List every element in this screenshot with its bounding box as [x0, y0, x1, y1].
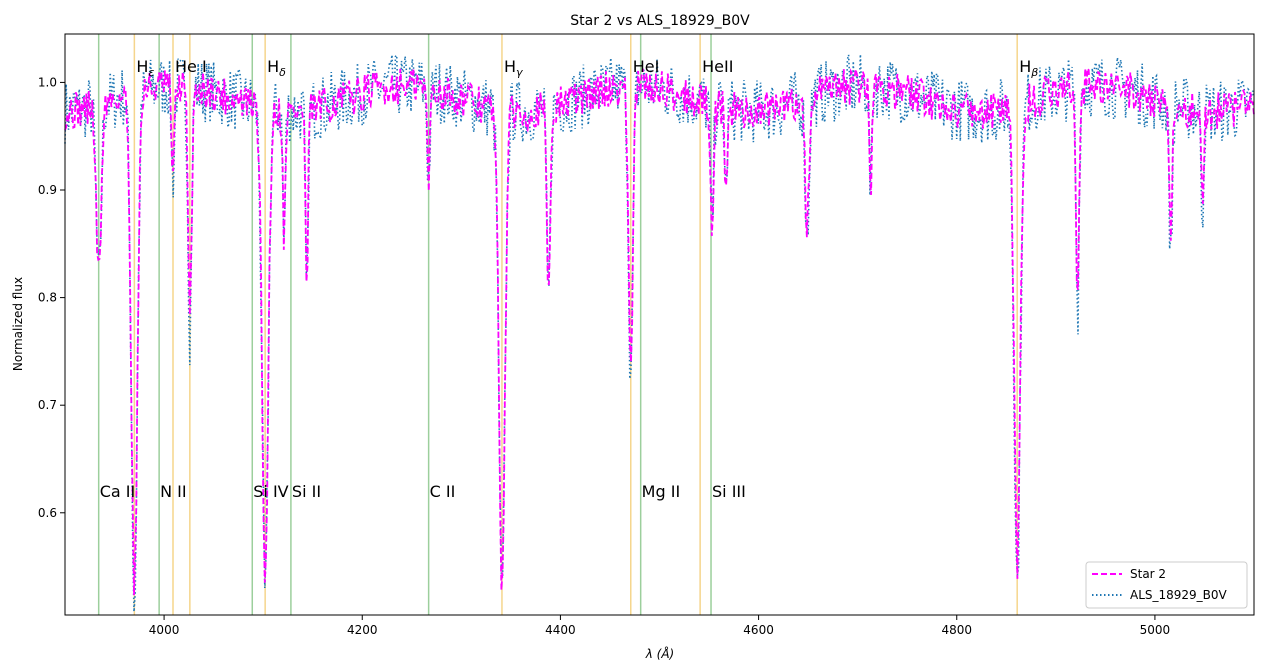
- x-tick-label: 4800: [941, 623, 972, 637]
- line-label-base: H: [1019, 57, 1031, 76]
- line-label-base: HeII: [702, 57, 733, 76]
- chart-title: Star 2 vs ALS_18929_B0V: [570, 13, 750, 29]
- legend-label-template: ALS_18929_B0V: [1130, 588, 1228, 602]
- line-label-top: Hγ: [504, 57, 523, 79]
- line-label-top: HeII: [702, 57, 733, 76]
- y-axis: 0.6 0.7 0.8 0.9 1.0: [38, 75, 65, 520]
- line-label-top: Hβ: [1019, 57, 1038, 79]
- series-template-line: [64, 53, 1255, 612]
- line-label-top: Hε: [136, 57, 154, 79]
- line-label-base: H: [267, 57, 279, 76]
- line-label-bottom: Si III: [712, 482, 746, 501]
- y-tick-label: 0.9: [38, 183, 57, 197]
- y-tick-label: 0.8: [38, 291, 57, 305]
- x-axis: 4000 4200 4400 4600 4800 5000: [149, 615, 1170, 637]
- line-label-subscript: γ: [516, 66, 523, 79]
- line-label-bottom: Si II: [292, 482, 321, 501]
- line-label-top: He I: [175, 57, 207, 76]
- legend: Star 2 ALS_18929_B0V: [1085, 561, 1248, 609]
- x-tick-label: 4200: [347, 623, 378, 637]
- line-label-base: HeI: [633, 57, 660, 76]
- x-tick-label: 4400: [545, 623, 576, 637]
- x-tick-label: 4000: [149, 623, 180, 637]
- plot-frame: [64, 33, 1255, 616]
- y-tick-label: 0.6: [38, 506, 57, 520]
- line-label-bottom: N II: [160, 482, 187, 501]
- x-tick-label: 4600: [743, 623, 774, 637]
- line-label-bottom: Ca II: [100, 482, 135, 501]
- line-label-bottom: Mg II: [642, 482, 680, 501]
- y-tick-label: 1.0: [38, 75, 57, 89]
- y-tick-label: 0.7: [38, 398, 57, 412]
- line-label-subscript: δ: [279, 66, 286, 79]
- line-label-base: He I: [175, 57, 207, 76]
- line-label-base: H: [136, 57, 148, 76]
- line-label-bottom: C II: [430, 482, 456, 501]
- line-label-base: H: [504, 57, 516, 76]
- x-tick-label: 5000: [1140, 623, 1171, 637]
- series-star2-line: [64, 66, 1255, 596]
- line-label-bottom: Si IV: [253, 482, 288, 501]
- line-label-top: Hδ: [267, 57, 286, 79]
- legend-label-star2: Star 2: [1130, 567, 1166, 581]
- line-label-subscript: β: [1030, 66, 1038, 79]
- x-axis-label: λ (Å): [645, 646, 675, 661]
- line-label-subscript: ε: [148, 66, 154, 79]
- legend-box: [1085, 561, 1248, 609]
- line-label-top: HeI: [633, 57, 660, 76]
- y-axis-label: Normalized flux: [11, 277, 25, 371]
